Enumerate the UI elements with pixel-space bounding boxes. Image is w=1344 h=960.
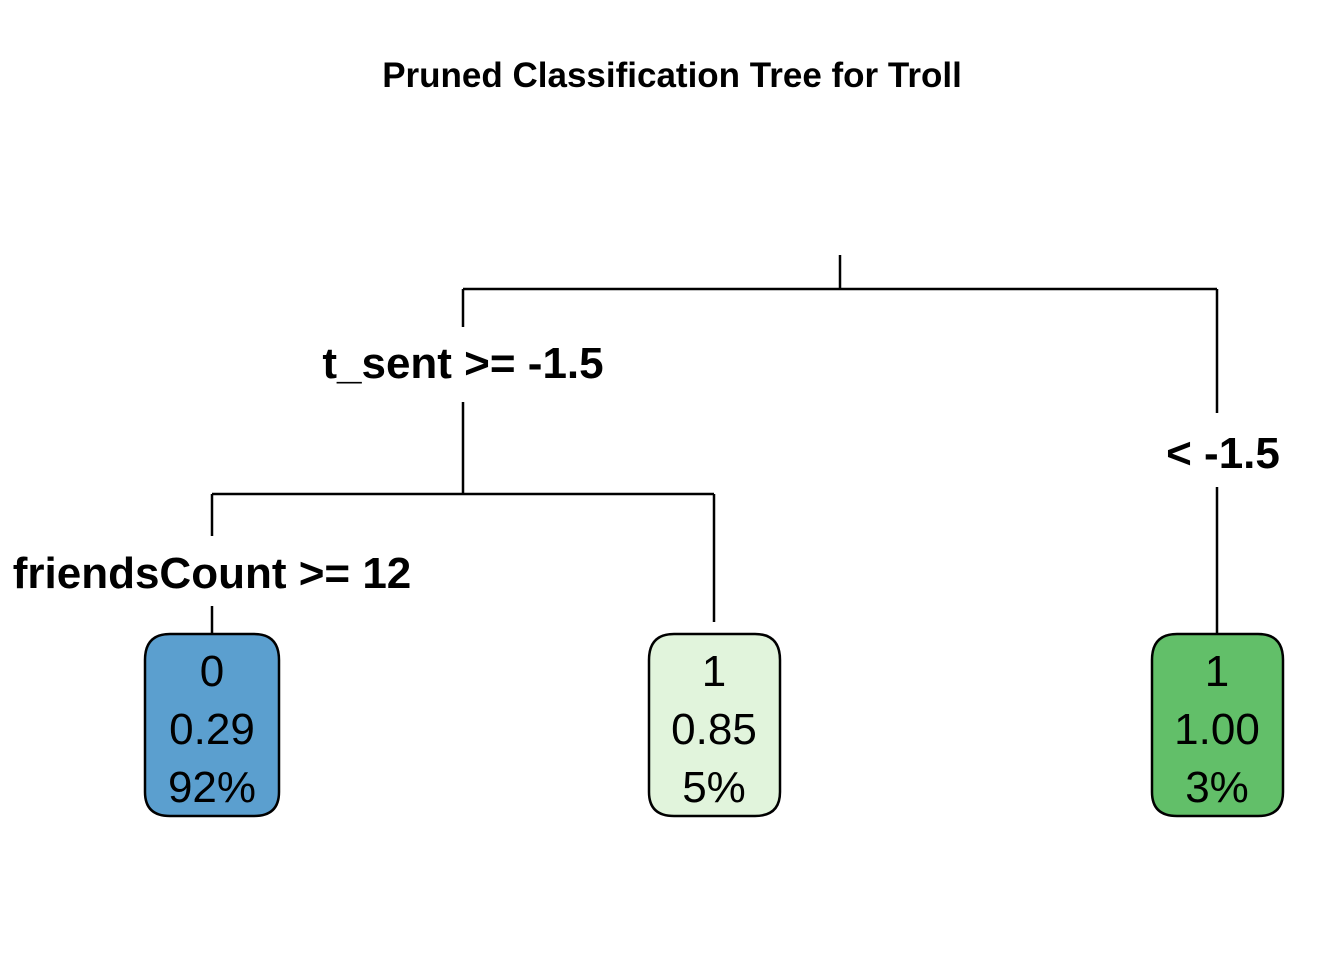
leaf-node-2: 1 0.85 5% (647, 632, 782, 818)
leaf-1-class: 0 (200, 647, 224, 696)
split-label-right: < -1.5 (1166, 429, 1280, 478)
leaf-2-pct: 5% (682, 763, 746, 812)
leaf-2-box (647, 632, 782, 818)
leaf-3-prob: 1.00 (1174, 705, 1260, 754)
leaf-3-pct: 3% (1185, 763, 1249, 812)
leaf-3-class: 1 (1205, 647, 1229, 696)
split-label-t-sent: t_sent >= -1.5 (322, 339, 603, 388)
leaf-node-3: 1 1.00 3% (1150, 632, 1285, 818)
leaf-1-box (143, 632, 281, 818)
leaf-2-class: 1 (702, 647, 726, 696)
leaf-1-pct: 92% (168, 763, 256, 812)
leaf-1-prob: 0.29 (169, 705, 255, 754)
chart-title: Pruned Classification Tree for Troll (382, 56, 962, 95)
split-label-friends-count: friendsCount >= 12 (13, 549, 412, 598)
leaf-2-prob: 0.85 (671, 705, 757, 754)
leaf-node-1: 0 0.29 92% (143, 632, 281, 818)
leaf-3-box (1150, 632, 1285, 818)
